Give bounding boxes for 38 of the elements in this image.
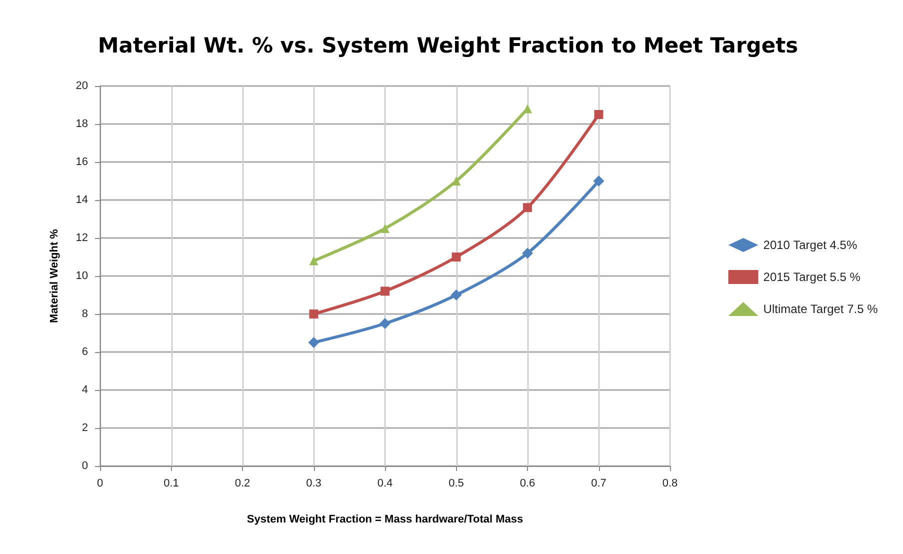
legend-label: 2010 Target 4.5% xyxy=(763,238,858,252)
x-tick-label: 0.3 xyxy=(306,478,322,490)
x-tick-label: 0.6 xyxy=(520,478,536,490)
y-tick-label: 12 xyxy=(76,232,88,244)
point xyxy=(309,256,318,266)
point xyxy=(522,248,533,259)
point xyxy=(594,110,604,119)
y-tick-label: 18 xyxy=(76,118,88,130)
y-tick-label: 8 xyxy=(82,308,88,320)
point xyxy=(523,203,532,212)
x-tick-label: 0.7 xyxy=(591,478,606,490)
chart-title: Material Wt. % vs. System Weight Fraction to Meet Targets xyxy=(98,34,798,58)
point xyxy=(380,224,390,233)
legend-label: Ultimate Target 7.5 % xyxy=(763,302,878,316)
y-tick-label: 20 xyxy=(76,80,88,92)
x-tick-label: 0.4 xyxy=(377,478,393,490)
x-tick-label: 0 xyxy=(96,478,104,490)
y-axis-title: Material Weight % xyxy=(48,228,60,323)
y-tick-label: 6 xyxy=(82,346,88,358)
point xyxy=(593,176,604,186)
y-tick-label: 4 xyxy=(82,384,88,396)
x-axis-title: System Weight Fraction = Mass hardware/Total Mass xyxy=(246,514,524,526)
y-tick-label: 16 xyxy=(76,156,88,168)
x-tick-label: 0.1 xyxy=(164,478,179,490)
y-tick-label: 10 xyxy=(76,270,88,282)
legend-label: 2015 Target 5.5 % xyxy=(763,270,861,284)
point xyxy=(452,252,461,262)
y-tick-label: 2 xyxy=(82,422,88,434)
point xyxy=(309,310,318,318)
y-tick-label: 0 xyxy=(82,460,88,472)
point xyxy=(450,290,462,300)
x-tick-label: 0.8 xyxy=(662,478,678,490)
point xyxy=(308,337,320,348)
y-tick-label: 14 xyxy=(76,194,88,206)
x-tick-label: 0.5 xyxy=(448,478,464,490)
point xyxy=(380,286,390,296)
x-tick-label: 0.2 xyxy=(234,478,250,490)
point xyxy=(380,318,390,329)
